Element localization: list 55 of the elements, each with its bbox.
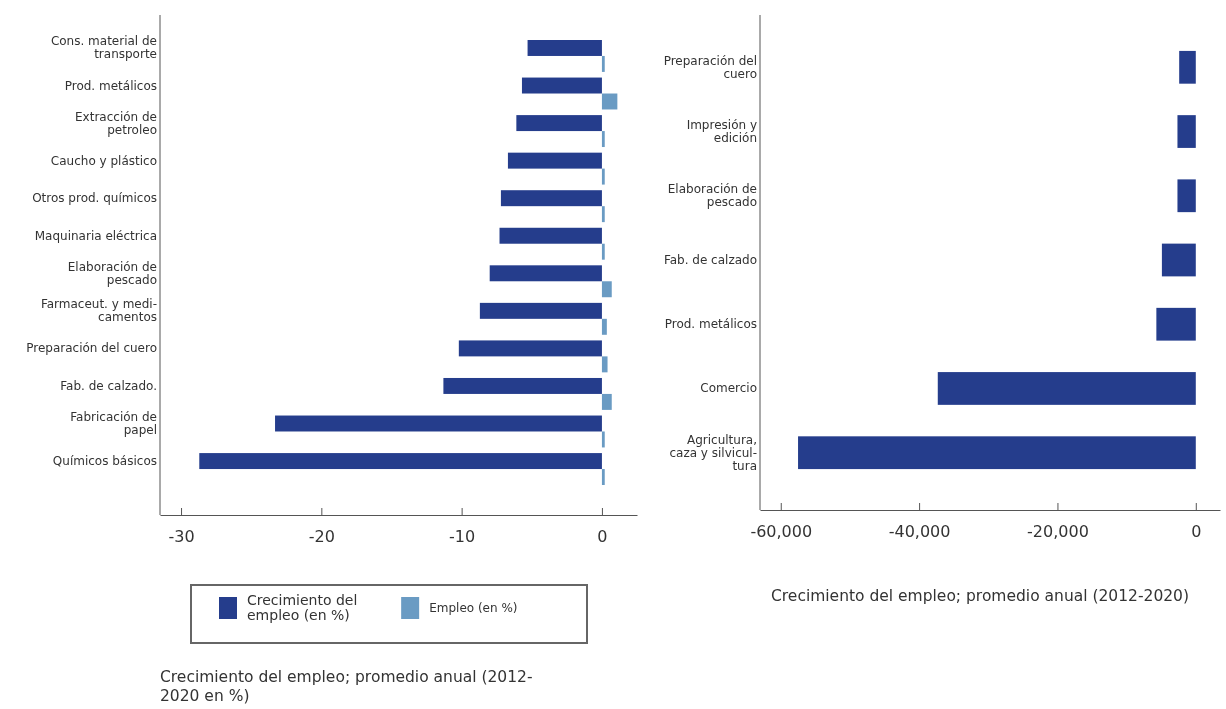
y-tick-label: Prod. metálicos	[64, 78, 157, 93]
x-tick-label: 0	[1191, 522, 1202, 542]
bar	[516, 115, 602, 132]
bar	[489, 265, 602, 282]
bar	[601, 469, 605, 485]
x-tick-label: -20	[308, 527, 335, 547]
bar	[601, 281, 612, 298]
y-tick-label: Maquinaria eléctrica	[34, 228, 157, 243]
y-tick-label: Agricultura, caza y silvicul- tura	[669, 432, 757, 473]
y-tick-label: Prod. metálicos	[664, 317, 757, 332]
y-tick-label: Elaboración de pescado	[67, 259, 157, 287]
bar	[601, 356, 608, 373]
bar	[601, 55, 605, 72]
bar	[443, 377, 602, 394]
y-tick-label: Fab. de calzado	[663, 253, 757, 267]
x-axis-title: Crecimiento del empleo; promedio anual (2012- 2020 en %)	[160, 668, 533, 705]
y-tick-label: Cons. material de transporte	[50, 34, 157, 62]
y-tick-label: Impresión y edición	[686, 118, 757, 146]
x-axis-title: Crecimiento del empleo; promedio anual (2012-2020)	[770, 587, 1190, 605]
y-tick-label: Preparación del cuero	[26, 341, 157, 356]
bar	[499, 227, 602, 244]
x-tick-label: -30	[168, 527, 195, 547]
y-tick-label: Otros prod. químicos	[32, 191, 157, 206]
bar	[199, 453, 602, 470]
bar	[500, 190, 602, 207]
bar	[507, 152, 602, 169]
y-tick-label: Caucho y plástico	[50, 153, 157, 168]
bar	[601, 393, 612, 410]
bar	[275, 415, 602, 432]
bar	[601, 206, 605, 223]
bar	[479, 302, 602, 319]
legend-label: Crecimiento del empleo (en %)	[247, 591, 358, 623]
bar	[601, 168, 605, 185]
y-tick-label: Químicos básicos	[52, 454, 157, 469]
bar	[521, 77, 602, 94]
x-tick-label: -10	[449, 527, 476, 547]
bar	[458, 340, 602, 357]
bar	[527, 40, 602, 56]
x-tick-label: -20,000	[1027, 522, 1089, 542]
y-tick-label: Fab. de calzado.	[60, 378, 157, 393]
y-tick-label: Fabricación de papel	[70, 410, 157, 438]
y-tick-label: Extracción de petroleo	[75, 109, 157, 137]
legend-label: Empleo (en %)	[429, 601, 518, 615]
bar	[601, 318, 607, 335]
x-tick-label: 0	[597, 527, 608, 547]
y-tick-label: Preparación del cuero	[663, 53, 757, 81]
y-tick-label: Farmaceut. y medi- camentos	[40, 297, 157, 325]
bar	[601, 93, 618, 110]
y-tick-label: Comercio	[700, 381, 757, 396]
bar	[601, 431, 605, 448]
y-tick-label: Elaboración de pescado	[667, 182, 757, 210]
x-tick-label: -60,000	[750, 522, 813, 542]
x-tick-label: -40,000	[888, 522, 951, 542]
bar	[601, 243, 605, 260]
bar	[601, 131, 605, 148]
